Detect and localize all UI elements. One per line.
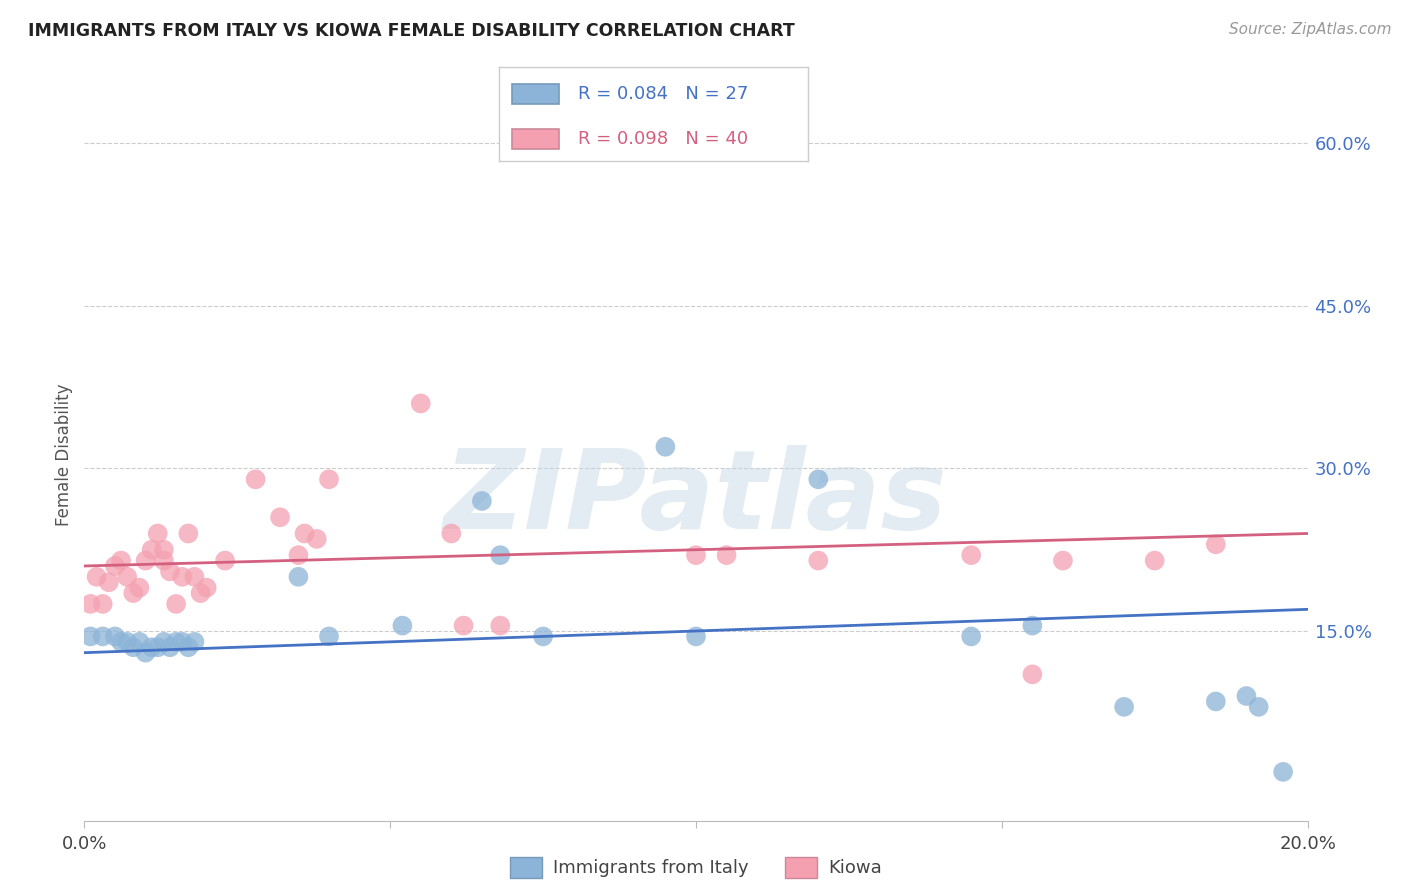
Point (115, 635, 138, 649)
Point (128, 635, 150, 649)
Point (183, 570, 205, 584)
Point (97, 575, 120, 590)
Point (122, 640, 145, 655)
Point (172, 570, 194, 584)
Point (489, 618, 512, 632)
Point (141, 542, 163, 557)
Point (960, 629, 983, 643)
Point (141, 640, 163, 655)
Point (128, 581, 150, 595)
Point (104, 629, 127, 643)
Point (172, 635, 194, 649)
Point (91, 629, 114, 643)
Point (287, 570, 309, 584)
Point (440, 526, 463, 541)
Point (453, 618, 475, 632)
Point (294, 526, 316, 541)
Point (1052, 553, 1074, 567)
Point (1205, 537, 1227, 551)
Point (165, 597, 187, 611)
Point (91, 597, 114, 611)
Point (269, 510, 291, 524)
Point (146, 640, 169, 655)
Point (960, 548, 983, 562)
Y-axis label: Female Disability: Female Disability (55, 384, 73, 526)
Point (471, 494, 494, 508)
Point (159, 565, 181, 579)
Text: IMMIGRANTS FROM ITALY VS KIOWA FEMALE DISABILITY CORRELATION CHART: IMMIGRANTS FROM ITALY VS KIOWA FEMALE DI… (28, 22, 794, 40)
Point (146, 526, 169, 541)
Point (86, 570, 108, 584)
Point (489, 548, 512, 562)
Text: Source: ZipAtlas.com: Source: ZipAtlas.com (1229, 22, 1392, 37)
Point (153, 542, 176, 557)
Point (110, 635, 132, 649)
Point (153, 553, 176, 567)
Point (1205, 694, 1227, 708)
Point (685, 548, 707, 562)
Point (110, 553, 132, 567)
Point (318, 629, 340, 643)
Text: ZIPatlas: ZIPatlas (444, 445, 948, 552)
Point (153, 635, 176, 649)
Point (409, 396, 432, 410)
Point (391, 618, 413, 632)
Point (287, 548, 309, 562)
Point (79, 597, 101, 611)
Point (245, 472, 267, 486)
Point (159, 640, 181, 655)
FancyBboxPatch shape (512, 128, 560, 149)
Point (214, 553, 236, 567)
Point (807, 472, 830, 486)
Point (654, 440, 676, 454)
Point (807, 553, 830, 567)
Legend: Immigrants from Italy, Kiowa: Immigrants from Italy, Kiowa (503, 849, 889, 885)
Point (1114, 699, 1136, 714)
Point (195, 581, 218, 595)
Text: R = 0.098   N = 40: R = 0.098 N = 40 (578, 130, 748, 148)
Text: R = 0.084   N = 27: R = 0.084 N = 27 (578, 85, 748, 103)
Point (190, 586, 212, 600)
Point (305, 532, 328, 546)
Point (531, 629, 554, 643)
Point (1021, 618, 1043, 632)
Point (165, 635, 187, 649)
Point (685, 629, 707, 643)
Point (135, 646, 157, 660)
FancyBboxPatch shape (512, 84, 560, 104)
Point (122, 586, 145, 600)
Point (1021, 667, 1043, 681)
Point (177, 526, 200, 541)
Point (1234, 689, 1257, 703)
Point (79, 629, 101, 643)
Point (115, 570, 138, 584)
Point (1272, 764, 1295, 779)
Point (104, 559, 127, 574)
Point (1247, 699, 1270, 714)
Point (135, 553, 157, 567)
Point (1143, 553, 1166, 567)
Point (183, 635, 205, 649)
Point (177, 640, 200, 655)
Point (318, 472, 340, 486)
Point (716, 548, 738, 562)
